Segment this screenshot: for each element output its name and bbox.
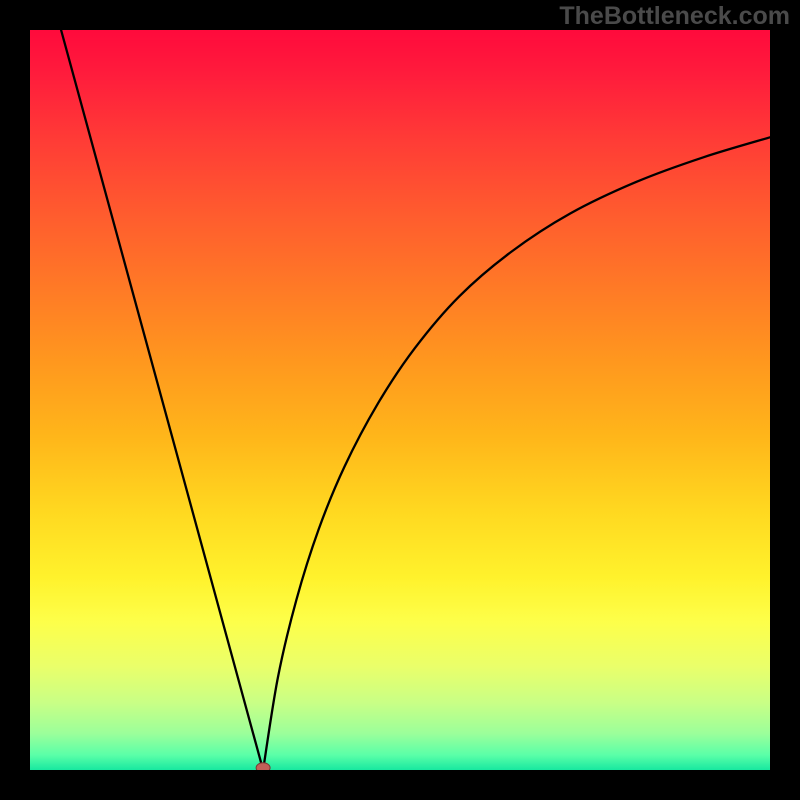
- chart-frame: TheBottleneck.com: [0, 0, 800, 800]
- outer-border: [0, 0, 800, 800]
- watermark-text: TheBottleneck.com: [559, 2, 790, 31]
